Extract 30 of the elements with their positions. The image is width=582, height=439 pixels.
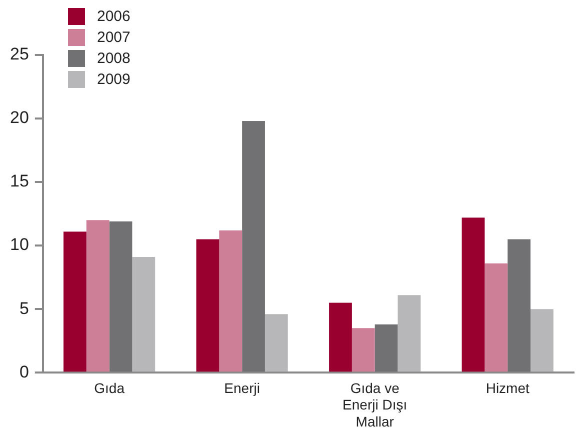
bar bbox=[374, 324, 398, 372]
bar bbox=[63, 232, 86, 372]
legend-label: 2007 bbox=[97, 29, 130, 46]
y-tick-label: 20 bbox=[10, 108, 29, 128]
y-tick-label: 15 bbox=[10, 172, 29, 191]
bar bbox=[462, 218, 485, 372]
bar bbox=[219, 230, 242, 372]
x-tick-label: Gıda bbox=[94, 380, 125, 396]
y-tick-label: 0 bbox=[19, 362, 29, 382]
bar bbox=[530, 309, 554, 372]
y-tick-label: 25 bbox=[10, 44, 29, 64]
y-tick-label: 10 bbox=[10, 235, 29, 254]
bar bbox=[109, 221, 132, 372]
bar bbox=[352, 328, 375, 372]
x-tick-label: Enerji bbox=[224, 380, 260, 396]
bar bbox=[264, 314, 288, 372]
bar bbox=[86, 220, 110, 372]
x-tick-label: Gıda ve Enerji Dışı Mallar bbox=[342, 380, 408, 430]
bar bbox=[398, 295, 421, 372]
bar bbox=[484, 263, 508, 372]
bar bbox=[329, 302, 352, 372]
legend-label: 2008 bbox=[97, 50, 130, 67]
legend-label: 2006 bbox=[97, 8, 130, 25]
bar bbox=[132, 256, 156, 372]
legend-label: 2009 bbox=[97, 71, 130, 88]
bar bbox=[508, 239, 531, 372]
y-tick-label: 5 bbox=[19, 298, 29, 318]
bar bbox=[242, 121, 265, 372]
bar bbox=[196, 239, 220, 372]
x-tick-label: Hizmet bbox=[486, 380, 530, 396]
